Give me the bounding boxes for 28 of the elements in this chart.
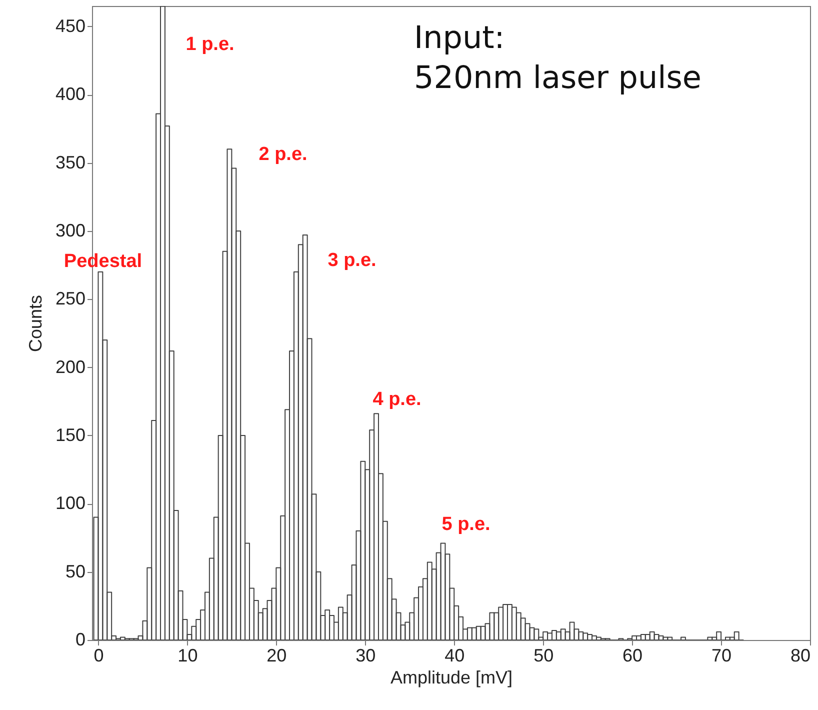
y-tick-label: 350 [55, 152, 86, 172]
x-axis-title: Amplitude [mV] [390, 668, 513, 688]
annotation: Input: [414, 20, 505, 56]
x-tick-label: 70 [712, 646, 732, 666]
x-tick-label: 50 [534, 646, 554, 666]
annotation: 2 p.e. [258, 144, 308, 165]
x-tick-label: 40 [444, 646, 465, 666]
y-axis-title: Counts [25, 294, 46, 352]
x-tick-label: 10 [178, 646, 198, 666]
y-tick-label: 450 [55, 16, 86, 36]
y-tick-label: 300 [55, 220, 86, 240]
annotation: 3 p.e. [328, 250, 376, 271]
x-tick-label: 30 [356, 646, 376, 666]
y-tick-label: 0 [75, 630, 86, 650]
annotation: 1 p.e. [186, 34, 234, 55]
x-tick-label: 0 [94, 646, 104, 666]
y-tick-label: 250 [55, 288, 86, 309]
annotation: 5 p.e. [442, 514, 490, 535]
annotation: 4 p.e. [372, 389, 422, 410]
y-tick-label: 200 [55, 356, 86, 377]
annotation: 520nm laser pulse [414, 60, 702, 96]
x-tick-label: 60 [622, 646, 643, 666]
x-tick-label: 20 [266, 646, 287, 666]
y-tick-label: 400 [55, 84, 86, 104]
y-tick-label: 150 [55, 424, 86, 445]
y-tick-label: 100 [55, 493, 86, 514]
x-tick-label: 80 [790, 646, 810, 666]
y-tick-label: 50 [65, 561, 86, 582]
